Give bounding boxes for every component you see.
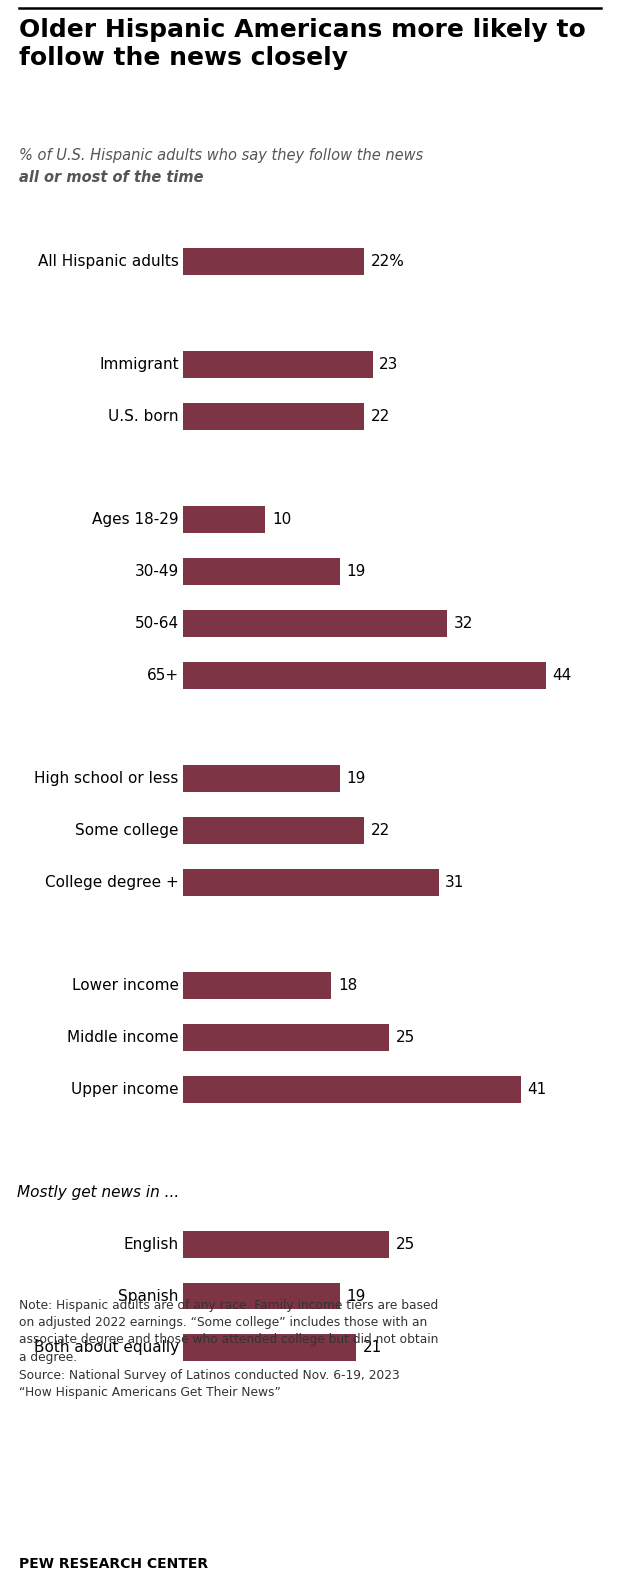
Bar [183,1334,356,1361]
Text: 30-49: 30-49 [135,564,179,580]
Text: 10: 10 [272,513,291,527]
Bar [183,662,546,689]
Bar [183,973,331,1000]
Text: 19: 19 [346,1288,366,1304]
Bar [183,765,340,792]
Text: 32: 32 [453,616,472,630]
Text: 41: 41 [528,1082,547,1096]
Text: 22: 22 [371,822,390,838]
Bar [183,1023,389,1050]
Text: Spanish: Spanish [118,1288,179,1304]
Text: Mostly get news in ...: Mostly get news in ... [17,1185,179,1201]
Text: High school or less: High school or less [34,771,179,786]
Text: 23: 23 [379,358,399,372]
Bar [183,1283,340,1310]
Text: 19: 19 [346,771,366,786]
Bar [183,352,373,379]
Bar [183,610,447,637]
Text: PEW RESEARCH CENTER: PEW RESEARCH CENTER [19,1557,208,1571]
Text: Lower income: Lower income [72,977,179,993]
Bar [183,817,365,844]
Text: 22%: 22% [371,253,405,269]
Bar [183,507,265,534]
Text: 18: 18 [338,977,357,993]
Bar [183,402,365,429]
Text: Older Hispanic Americans more likely to
follow the news closely: Older Hispanic Americans more likely to … [19,17,585,70]
Bar [183,247,365,274]
Text: Note: Hispanic adults are of any race. Family income tiers are based
on adjusted: Note: Hispanic adults are of any race. F… [19,1299,438,1399]
Text: 19: 19 [346,564,366,580]
Bar [183,1076,521,1102]
Text: 25: 25 [396,1237,415,1251]
Text: Some college: Some college [75,822,179,838]
Text: 31: 31 [445,874,464,890]
Text: College degree +: College degree + [45,874,179,890]
Text: Upper income: Upper income [71,1082,179,1096]
Text: 25: 25 [396,1030,415,1045]
Text: 21: 21 [363,1340,382,1356]
Text: 65+: 65+ [147,667,179,683]
Text: 22: 22 [371,409,390,425]
Text: Middle income: Middle income [67,1030,179,1045]
Text: Ages 18-29: Ages 18-29 [92,513,179,527]
Text: Both about equally: Both about equally [33,1340,179,1356]
Text: Immigrant: Immigrant [99,358,179,372]
Bar [183,1231,389,1258]
Text: 44: 44 [552,667,572,683]
Text: All Hispanic adults: All Hispanic adults [38,253,179,269]
Text: U.S. born: U.S. born [108,409,179,425]
Text: 50-64: 50-64 [135,616,179,630]
Text: English: English [123,1237,179,1251]
Text: % of U.S. Hispanic adults who say they follow the news: % of U.S. Hispanic adults who say they f… [19,147,423,163]
Bar [183,558,340,584]
Text: all or most of the time: all or most of the time [19,169,203,185]
Bar [183,868,438,895]
